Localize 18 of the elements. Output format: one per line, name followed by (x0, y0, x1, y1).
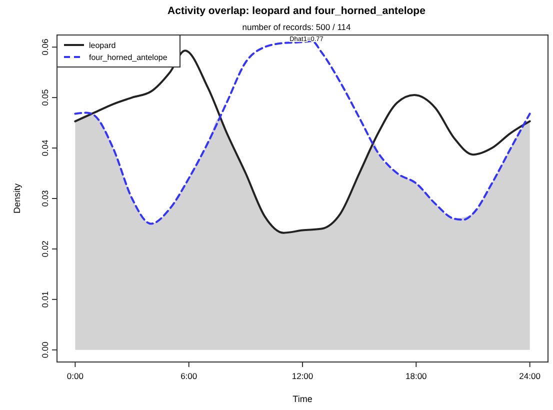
x-tick-label: 24:00 (519, 371, 541, 381)
y-tick-label: 0.05 (40, 89, 50, 106)
y-tick-label: 0.06 (40, 38, 50, 56)
y-tick-label: 0.04 (40, 139, 50, 156)
chart-title: Activity overlap: leopard and four_horned_antelope (168, 5, 426, 17)
x-tick-label: 12:00 (292, 371, 314, 381)
y-tick-label: 0.01 (40, 290, 50, 308)
x-axis-title: Time (292, 394, 312, 404)
x-tick-label: 0:00 (66, 371, 84, 381)
legend-label: leopard (89, 41, 116, 50)
y-axis-title: Density (12, 183, 22, 214)
legend-label: four_horned_antelope (89, 53, 168, 62)
y-tick-label: 0.02 (40, 240, 50, 258)
chart-subtitle: number of records: 500 / 114 (242, 22, 352, 32)
y-tick-label: 0.03 (40, 190, 50, 207)
x-tick-label: 18:00 (406, 371, 428, 381)
y-tick-label: 0.00 (40, 341, 50, 358)
x-tick-label: 6:00 (180, 371, 198, 381)
